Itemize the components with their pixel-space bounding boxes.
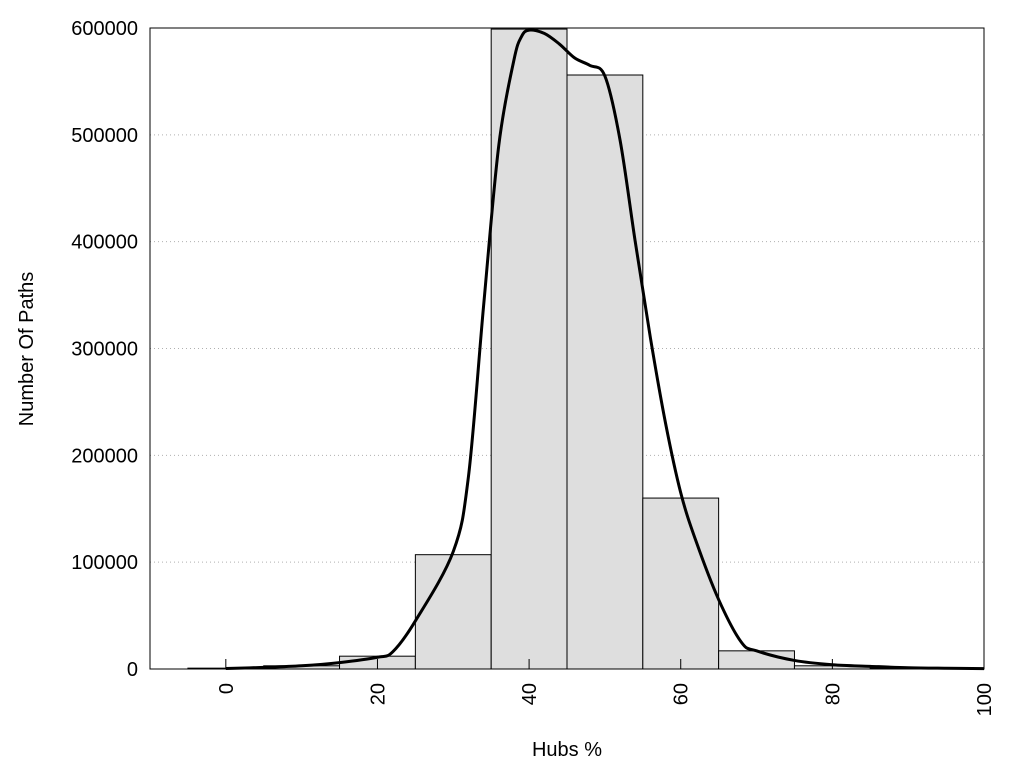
bars	[187, 28, 947, 670]
y-tick-label: 100000	[71, 552, 138, 574]
histogram-bar	[414, 554, 492, 670]
plot-frame	[149, 27, 985, 670]
histogram-bar	[490, 28, 568, 670]
histogram-bar	[642, 497, 720, 670]
y-tick-label: 0	[127, 659, 138, 681]
y-tick-label: 400000	[71, 232, 138, 254]
x-tick-label: 0	[216, 683, 238, 694]
histogram-bar	[718, 650, 795, 670]
fit-curve-line	[225, 28, 985, 671]
x-tick-label: 80	[822, 683, 844, 705]
x-axis-ticks: 0 20 40 60 80 100	[216, 659, 996, 716]
x-axis-label: Hubs %	[532, 739, 602, 761]
y-tick-label: 200000	[71, 445, 138, 467]
x-tick-label: 60	[671, 683, 693, 705]
x-tick-label: 40	[519, 683, 541, 705]
histogram-bar	[566, 74, 644, 670]
y-axis-label: Number Of Paths	[16, 272, 38, 427]
x-tick-label: 100	[974, 683, 996, 716]
y-axis-ticks: 0 100000 200000 300000 400000 500000 600000	[71, 18, 138, 681]
fit-curve	[225, 28, 985, 671]
y-tick-label: 600000	[71, 18, 138, 40]
x-tick-label: 20	[367, 683, 389, 705]
y-tick-label: 300000	[71, 339, 138, 361]
y-tick-label: 500000	[71, 125, 138, 147]
